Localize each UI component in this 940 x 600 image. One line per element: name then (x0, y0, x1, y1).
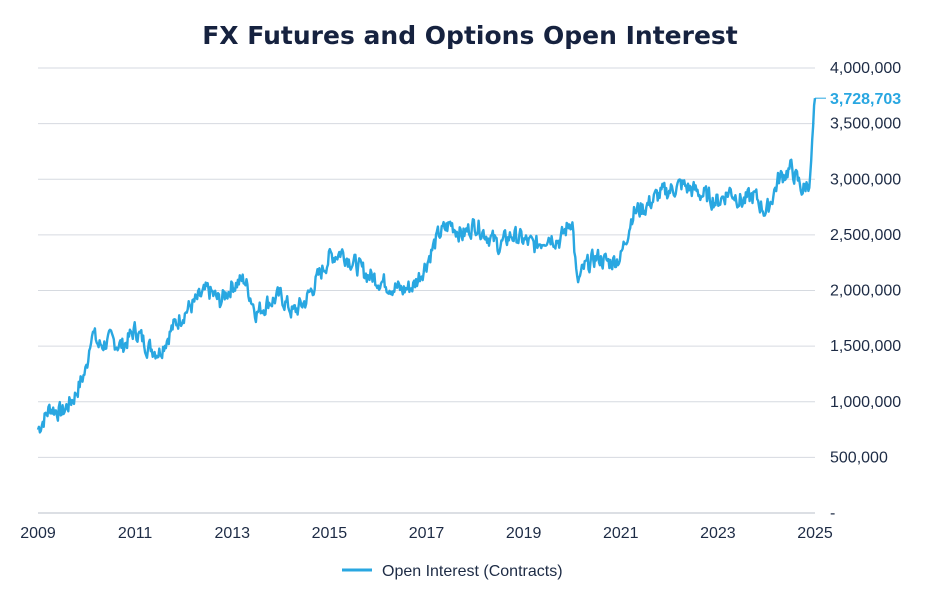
y-tick-label: 1,000,000 (830, 394, 901, 411)
y-tick-label: 2,500,000 (830, 227, 901, 244)
y-tick-label: 3,000,000 (830, 171, 901, 188)
legend: Open Interest (Contracts) (342, 563, 563, 580)
y-tick-label: 1,500,000 (830, 338, 901, 355)
y-tick-label: 4,000,000 (830, 60, 901, 77)
x-tick-label: 2015 (312, 525, 348, 542)
x-tick-label: 2009 (20, 525, 56, 542)
x-tick-label: 2019 (506, 525, 542, 542)
last-value-annotation: 3,728,703 (815, 91, 901, 108)
x-tick-label: 2021 (603, 525, 639, 542)
grid-lines (38, 67, 815, 514)
x-tick-label: 2013 (214, 525, 250, 542)
x-axis-labels: 2009 2011 2013 2015 2017 2019 2021 2023 2025 (20, 525, 833, 542)
x-tick-label: 2025 (797, 525, 833, 542)
series-lines (36, 98, 817, 434)
y-axis-labels: - 500,000 1,000,000 1,500,000 2,000,000 2,500… (830, 60, 901, 522)
x-tick-label: 2011 (118, 525, 153, 542)
legend-label: Open Interest (Contracts) (382, 563, 563, 580)
y-tick-label: 2,000,000 (830, 283, 901, 300)
y-tick-label: 500,000 (830, 449, 888, 466)
y-tick-label: 3,500,000 (830, 116, 901, 133)
last-value-label: 3,728,703 (830, 91, 901, 108)
series-line (36, 98, 817, 434)
y-tick-label: - (830, 505, 835, 522)
x-tick-label: 2023 (700, 525, 736, 542)
chart-title: FX Futures and Options Open Interest (202, 21, 738, 50)
x-tick-label: 2017 (409, 525, 445, 542)
